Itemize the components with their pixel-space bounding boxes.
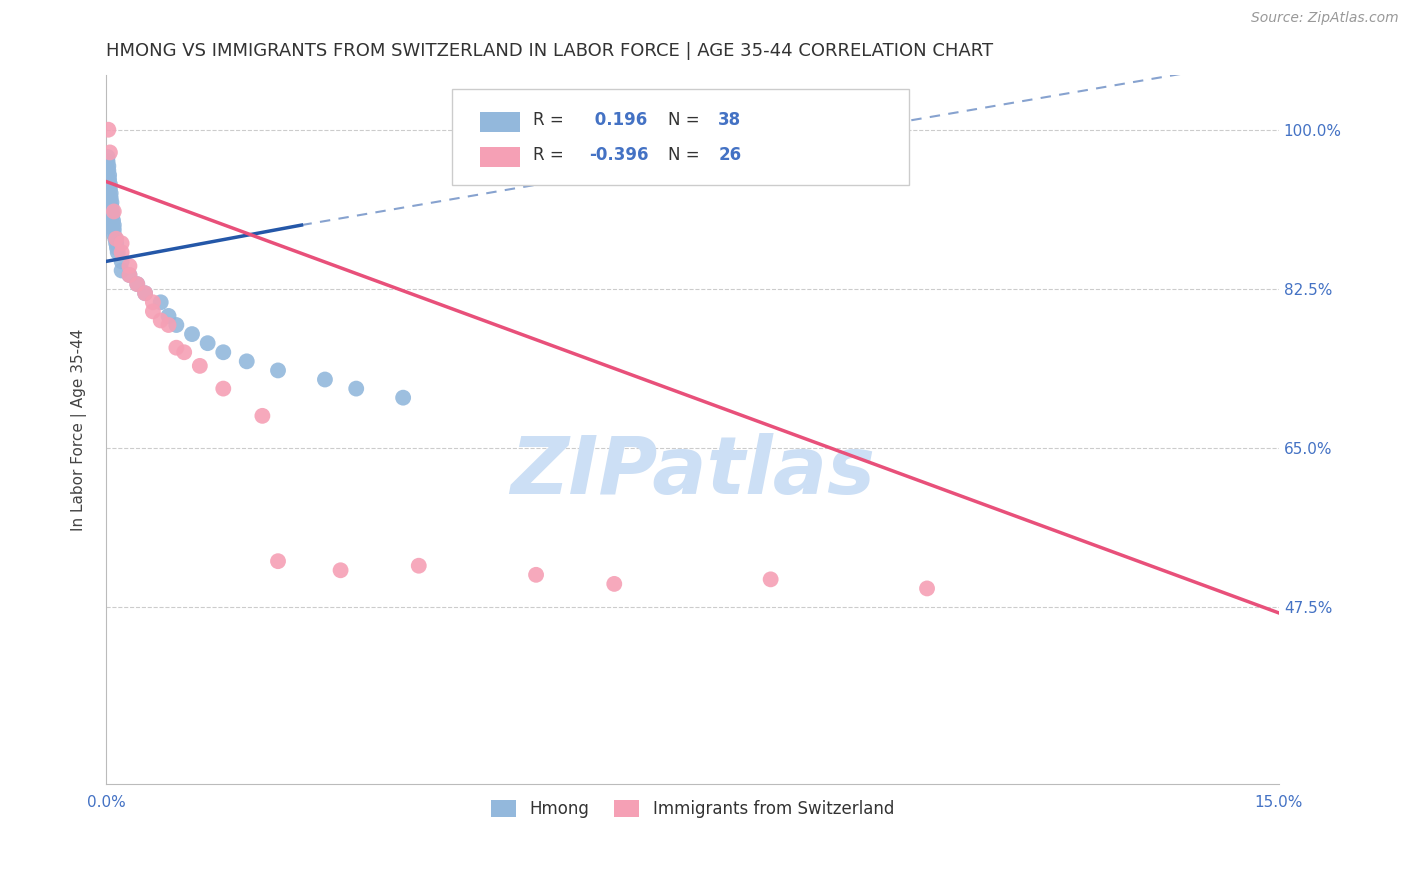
Point — [408, 558, 430, 573]
Point — [314, 372, 336, 386]
Point — [98, 178, 121, 192]
Point — [96, 150, 118, 164]
Text: ZIPatlas: ZIPatlas — [510, 433, 875, 511]
Point — [98, 182, 121, 196]
Point — [105, 236, 128, 251]
Point — [134, 286, 156, 301]
Text: 38: 38 — [718, 111, 741, 128]
Point — [104, 232, 127, 246]
Point — [344, 382, 367, 396]
Text: 26: 26 — [718, 145, 741, 163]
FancyBboxPatch shape — [481, 147, 520, 167]
Point — [118, 268, 141, 282]
Point — [149, 313, 172, 327]
FancyBboxPatch shape — [481, 112, 520, 132]
Point — [165, 318, 187, 332]
Point — [212, 382, 235, 396]
Point — [235, 354, 257, 368]
Point — [329, 563, 352, 577]
Point — [97, 122, 120, 136]
Text: N =: N = — [668, 111, 699, 128]
Point — [103, 204, 125, 219]
Text: 0.196: 0.196 — [589, 111, 648, 128]
Text: Source: ZipAtlas.com: Source: ZipAtlas.com — [1251, 11, 1399, 25]
Point — [392, 391, 415, 405]
Point — [98, 172, 121, 186]
Point — [157, 318, 180, 332]
Point — [142, 304, 165, 318]
Point — [603, 577, 626, 591]
Point — [165, 341, 187, 355]
Point — [157, 309, 180, 323]
Text: HMONG VS IMMIGRANTS FROM SWITZERLAND IN LABOR FORCE | AGE 35-44 CORRELATION CHAR: HMONG VS IMMIGRANTS FROM SWITZERLAND IN … — [105, 42, 993, 60]
Point — [212, 345, 235, 359]
Point — [197, 336, 219, 351]
Point — [118, 259, 141, 273]
Point — [127, 277, 149, 292]
Point — [127, 277, 149, 292]
Point — [915, 582, 938, 596]
Point — [111, 254, 134, 268]
Point — [103, 222, 125, 236]
Point — [149, 295, 172, 310]
Point — [134, 286, 156, 301]
Point — [101, 213, 124, 227]
Text: R =: R = — [533, 145, 564, 163]
Point — [759, 572, 782, 586]
Point — [111, 263, 134, 277]
Point — [103, 218, 125, 232]
Point — [181, 327, 204, 342]
Point — [96, 154, 118, 169]
Point — [101, 204, 124, 219]
Point — [267, 554, 290, 568]
FancyBboxPatch shape — [451, 89, 910, 185]
Point — [252, 409, 274, 423]
Point — [173, 345, 195, 359]
Point — [188, 359, 211, 373]
Point — [98, 168, 121, 182]
Point — [111, 236, 134, 251]
Text: -0.396: -0.396 — [589, 145, 648, 163]
Text: R =: R = — [533, 111, 564, 128]
Point — [100, 191, 122, 205]
Text: N =: N = — [668, 145, 699, 163]
Point — [524, 567, 547, 582]
Point — [97, 159, 120, 173]
Point — [100, 186, 122, 201]
Point — [103, 227, 125, 242]
Legend: Hmong, Immigrants from Switzerland: Hmong, Immigrants from Switzerland — [484, 794, 901, 825]
Point — [118, 268, 141, 282]
Y-axis label: In Labor Force | Age 35-44: In Labor Force | Age 35-44 — [72, 328, 87, 531]
Point — [101, 209, 124, 223]
Point — [105, 232, 128, 246]
Point — [142, 295, 165, 310]
Point — [100, 200, 122, 214]
Point — [107, 245, 129, 260]
Point — [97, 163, 120, 178]
Point — [267, 363, 290, 377]
Point — [111, 245, 134, 260]
Point — [98, 145, 121, 160]
Point — [100, 195, 122, 210]
Point — [105, 241, 128, 255]
